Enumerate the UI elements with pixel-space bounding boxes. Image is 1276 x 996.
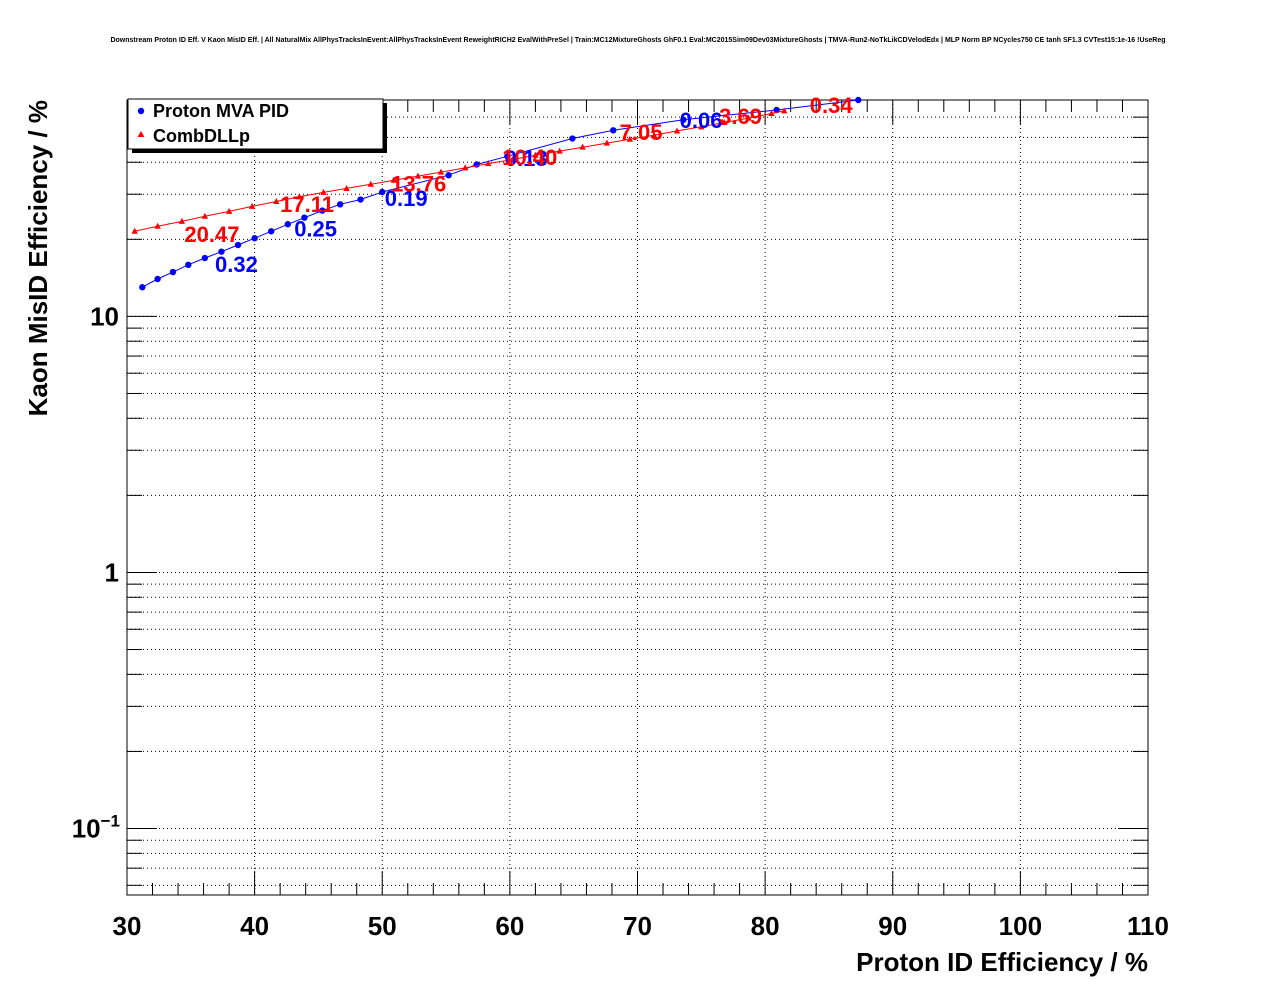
data-label-1: 20.47: [184, 222, 239, 247]
y-tick-label: 10: [90, 301, 119, 331]
data-point-1: [225, 207, 233, 214]
x-axis-title: Proton ID Efficiency / %: [856, 947, 1148, 977]
data-point-0: [773, 106, 780, 114]
data-point-0: [234, 241, 242, 249]
legend-label-combdllp: CombDLLp: [153, 126, 250, 146]
y-tick-label: 1: [105, 557, 119, 587]
data-point-0: [218, 248, 225, 255]
data-point-1: [509, 155, 516, 162]
data-label-1: 10.40: [502, 145, 557, 170]
data-point-1: [673, 127, 681, 134]
x-tick-label: 90: [878, 911, 907, 941]
x-tick-label: 110: [1127, 911, 1169, 941]
legend-marker-combdllp: [137, 131, 145, 137]
data-point-0: [139, 284, 146, 291]
data-point-1: [131, 227, 138, 234]
x-tick-label: 30: [113, 911, 142, 941]
data-point-1: [781, 107, 788, 114]
series-layer: [131, 96, 862, 291]
data-point-0: [319, 207, 326, 214]
data-point-0: [504, 153, 511, 160]
data-point-0: [336, 201, 344, 208]
data-label-1: 0.34: [810, 93, 854, 118]
data-point-1: [650, 131, 658, 138]
data-point-1: [414, 172, 422, 179]
data-point-0: [680, 116, 687, 123]
legend-box: [127, 98, 384, 150]
data-point-0: [301, 214, 308, 221]
data-point-0: [154, 275, 161, 283]
x-tick-label: 40: [240, 911, 269, 941]
data-point-1: [462, 164, 469, 171]
data-point-0: [445, 171, 452, 179]
data-point-0: [569, 135, 576, 142]
data-point-0: [610, 127, 617, 134]
data-point-0: [169, 268, 177, 276]
grid: [127, 99, 1148, 895]
y-tick-label-base: 10: [72, 814, 101, 844]
data-point-1: [154, 222, 161, 229]
data-label-0: 0.25: [294, 217, 337, 242]
data-label-1: 17.11: [280, 192, 334, 217]
data-point-0: [284, 221, 292, 228]
data-point-1: [273, 198, 280, 205]
y-tick-label: 10−1: [72, 812, 120, 844]
legend-label-proton-mva: Proton MVA PID: [153, 101, 289, 121]
data-point-1: [768, 109, 775, 116]
x-tick-label: 60: [495, 911, 524, 941]
x-tick-label: 100: [999, 911, 1042, 941]
data-point-1: [626, 135, 634, 142]
legend: Proton MVA PID CombDLLp: [127, 98, 387, 153]
data-point-1: [201, 212, 209, 219]
chart-title: Downstream Proton ID Eff. V Kaon MisID E…: [110, 37, 1165, 44]
data-point-1: [484, 160, 492, 167]
data-point-1: [296, 193, 303, 200]
data-point-1: [745, 114, 752, 121]
data-point-0: [201, 254, 209, 262]
data-point-1: [556, 147, 563, 154]
data-label-0: 0.06: [680, 108, 723, 133]
data-point-1: [698, 123, 705, 130]
x-tick-label: 80: [751, 911, 780, 941]
data-point-1: [390, 176, 397, 183]
data-point-0: [185, 261, 192, 269]
data-point-0: [268, 228, 275, 235]
y-tick-label-exponent: −1: [101, 812, 120, 831]
data-label-1: 7.05: [620, 120, 663, 145]
data-point-1: [178, 217, 186, 224]
data-point-1: [248, 202, 256, 209]
data-label-1: 3.69: [719, 104, 762, 129]
data-point-0: [855, 96, 862, 104]
annotations: 0.32 0.25 0.19 0.13 0.06 20.47 17.11 13.76 10.40…: [184, 93, 853, 277]
data-point-1: [532, 151, 539, 158]
data-point-0: [379, 188, 386, 196]
data-point-0: [357, 196, 364, 203]
data-point-1: [721, 118, 728, 125]
data-point-1: [320, 188, 327, 195]
data-label-1: 13.76: [391, 172, 446, 197]
data-point-1: [343, 184, 350, 191]
data-label-0: 0.13: [505, 146, 548, 171]
data-point-1: [579, 143, 586, 150]
data-point-1: [367, 180, 374, 187]
x-tick-label: 50: [368, 911, 397, 941]
data-label-0: 0.19: [385, 186, 428, 211]
data-point-0: [251, 235, 258, 242]
legend-marker-proton-mva: [137, 107, 145, 115]
data-point-1: [437, 168, 445, 175]
data-point-0: [473, 161, 480, 168]
y-axis-title: Kaon MisID Efficiency / %: [23, 100, 53, 416]
x-tick-label: 70: [623, 911, 652, 941]
data-point-1: [603, 139, 611, 146]
data-label-0: 0.32: [215, 252, 258, 277]
